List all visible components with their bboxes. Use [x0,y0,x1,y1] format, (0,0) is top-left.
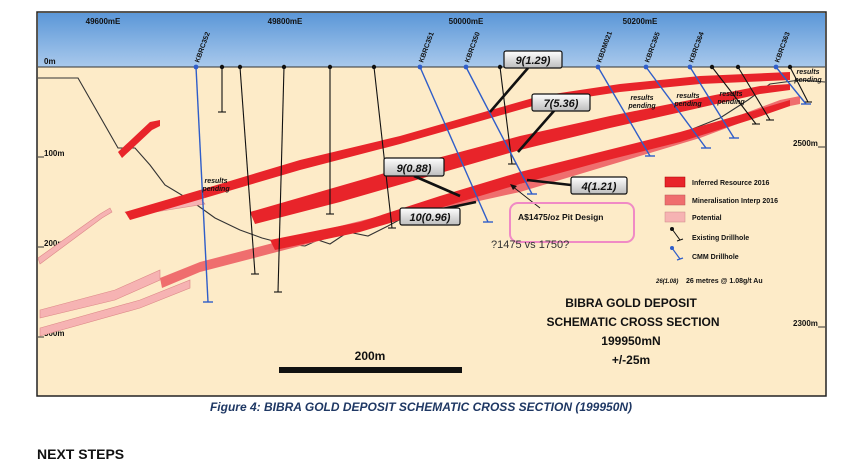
easting-labels: 49600mE 49800mE 50000mE 50200mE [86,17,658,26]
results-pending-4: results pending [716,91,745,106]
easting-50200: 50200mE [623,17,658,26]
legend-cmm: CMM Drillhole [692,254,739,261]
intercept-label-d: 4(1.21) [581,181,617,193]
section-title: BIBRA GOLD DEPOSIT SCHEMATIC CROSS SECTI… [546,296,719,367]
title-line-2: SCHEMATIC CROSS SECTION [546,315,719,329]
lens-west-tail [118,120,160,158]
easting-50000: 50000mE [449,17,484,26]
existing-drillhole-collars [219,64,793,70]
intercept-label-e: 10(0.96) [410,212,451,224]
intercept-box-7-5.36: 7(5.36) [531,93,591,112]
scale-bar-label: 200m [355,349,386,363]
easting-49800: 49800mE [268,17,303,26]
depth-0m: 0m [44,57,56,66]
title-line-1: BIBRA GOLD DEPOSIT [565,296,697,310]
title-line-4: +/-25m [612,353,650,367]
legend-existing: Existing Drillhole [692,235,749,242]
depth-100m: 100m [44,149,64,158]
results-pending-labels: results pending results pending results pen… [201,69,822,193]
intercept-box-9-0.88: 9(0.88) [383,157,445,177]
title-line-3: 199950mN [601,334,660,348]
intercept-label-a: 9(1.29) [516,55,551,67]
potential-zone-upper [39,269,161,319]
pit-design-arrowhead [510,184,517,190]
legend-swatch-inferred [664,176,686,188]
next-steps-heading: NEXT STEPS [37,446,125,462]
rl-2500m: 2500m [793,139,818,148]
legend-potential: Potential [692,215,722,222]
rl-2300m: 2300m [793,319,818,328]
potential-zone-lower [39,279,191,337]
interp-lower-west [160,262,200,288]
results-pending-2: results pending [627,95,656,110]
intercept-box-9-1.29: 9(1.29) [503,50,563,69]
sky-band [38,13,825,67]
results-pending-3: results pending [673,93,702,108]
legend-swatch-interp [664,194,686,206]
scale-bar-line [279,367,462,373]
figure-caption: Figure 4: BIBRA GOLD DEPOSIT SCHEMATIC C… [209,400,633,414]
easting-49600: 49600mE [86,17,121,26]
legend-interp: Mineralisation Interp 2016 [692,198,778,205]
handwritten-note: ?1475 vs 1750? [491,239,569,251]
intercept-label-c: 9(0.88) [397,163,432,175]
depth-300m: 300m [44,329,64,338]
cmm-drillholes [195,66,811,303]
depth-labels: 0m 100m 200m 300m 2500m 2300m [44,57,818,338]
intercept-box-4-1.21: 4(1.21) [570,176,628,195]
legend-intercept-desc: 26 metres @ 1.08g/t Au [686,278,763,285]
cmm-drillhole-collars [193,64,779,70]
intercept-box-10-0.96: 10(0.96) [399,207,461,226]
pit-design-arrow [511,185,541,209]
legend-inferred: Inferred Resource 2016 [692,180,770,187]
pit-design-label: A$1475/oz Pit Design [518,212,604,222]
results-pending-5: results pending [793,69,822,84]
intercept-label-b: 7(5.36) [544,98,579,110]
legend-intercept-key: 26(1.08) [655,279,678,285]
results-pending-1: results pending [201,178,230,193]
pit-design-highlight [509,202,635,243]
potential-zone-west [37,207,113,265]
depth-ticks [38,146,825,338]
legend-swatch-potential [664,211,686,223]
legend: Inferred Resource 2016 Mineralisation In… [655,176,778,285]
scale-bar: 200m [279,349,462,373]
existing-drillholes [218,66,812,293]
depth-200m: 200m [44,239,64,248]
lens-west-fade [125,190,205,220]
lens-middle [250,84,790,224]
